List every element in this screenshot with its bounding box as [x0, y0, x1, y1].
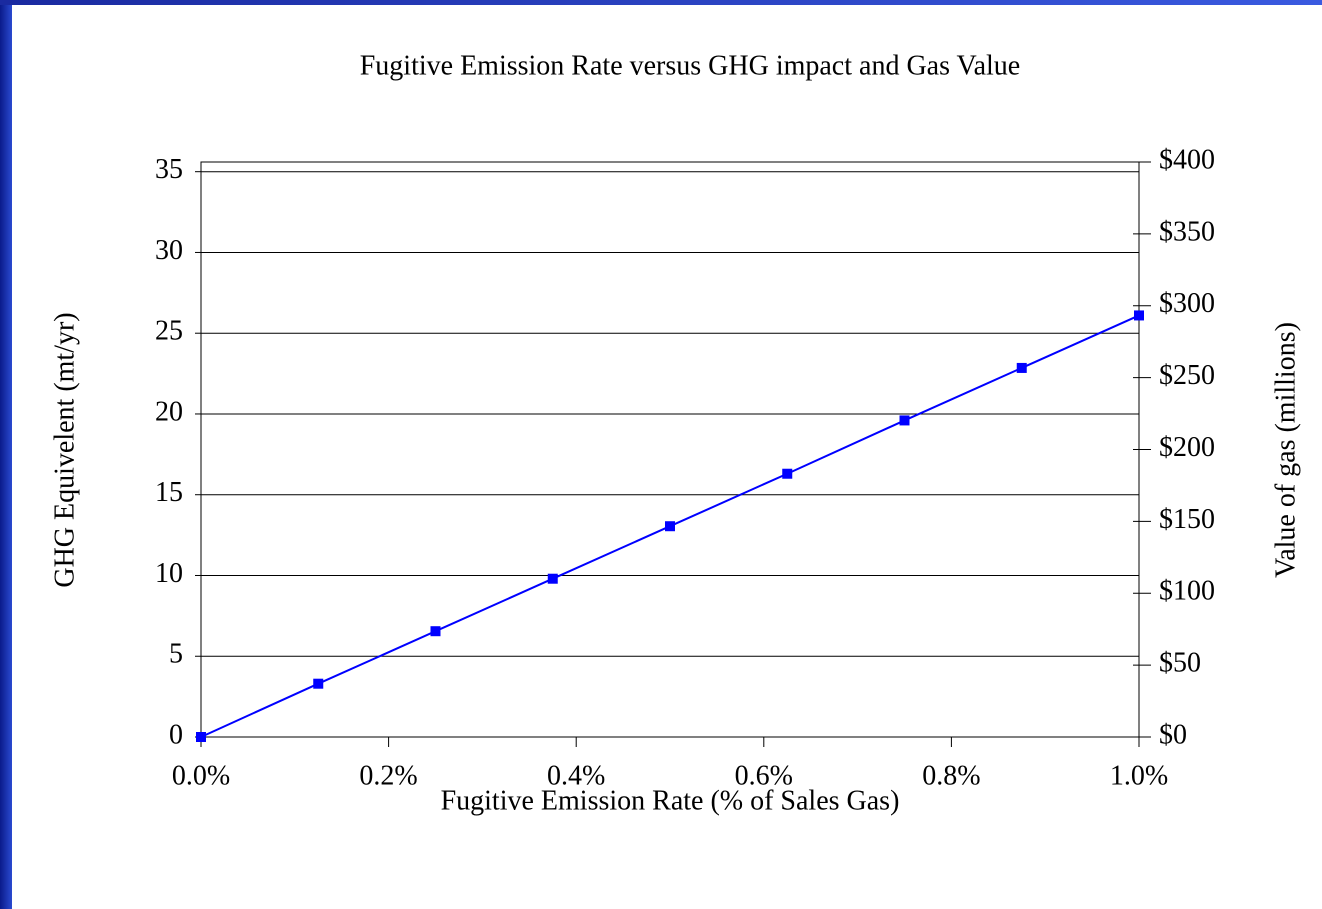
y2-tick-label: $300 — [1159, 288, 1215, 319]
point-marker — [782, 468, 793, 479]
point-marker — [313, 678, 324, 689]
y-tick-label: 10 — [155, 558, 183, 589]
x-axis-title: Fugitive Emission Rate (% of Sales Gas) — [441, 785, 900, 816]
y2-tick-label: $150 — [1159, 504, 1215, 535]
y2-tick-label: $400 — [1159, 144, 1215, 175]
y2-tick-label: $50 — [1159, 648, 1201, 679]
x-tick-label: 0.0% — [172, 760, 230, 791]
y-tick-label: 15 — [155, 477, 183, 508]
y2-axis-title: Value of gas (millions) — [1270, 322, 1301, 578]
y2-tick-label: $100 — [1159, 576, 1215, 607]
point-marker — [547, 573, 558, 584]
y-tick-label: 0 — [169, 719, 183, 750]
y2-tick-label: $350 — [1159, 216, 1215, 247]
x-tick-label: 0.8% — [922, 760, 980, 791]
point-marker — [899, 415, 910, 426]
point-marker — [430, 626, 441, 637]
chart-title: Fugitive Emission Rate versus GHG impact… — [360, 50, 1021, 81]
y-tick-label: 20 — [155, 396, 183, 427]
x-tick-label: 0.6% — [735, 760, 793, 791]
x-tick-label: 0.2% — [359, 760, 417, 791]
x-tick-label: 1.0% — [1110, 760, 1168, 791]
y-axis-title: GHG Equivelent (mt/yr) — [49, 312, 80, 587]
slide-border — [0, 0, 12, 909]
x-tick-label: 0.4% — [547, 760, 605, 791]
y-tick-label: 5 — [169, 639, 183, 670]
point-marker — [1016, 362, 1027, 373]
y2-tick-label: $200 — [1159, 432, 1215, 463]
y-tick-label: 25 — [155, 316, 183, 347]
point-marker — [196, 732, 206, 742]
y2-tick-label: $250 — [1159, 360, 1215, 391]
slide-border — [0, 0, 1322, 5]
y-tick-label: 35 — [155, 154, 183, 185]
y-tick-label: 30 — [155, 235, 183, 266]
y2-tick-label: $0 — [1159, 719, 1187, 750]
point-marker — [665, 521, 675, 532]
plot-frame — [200, 161, 1140, 738]
point-marker — [1134, 310, 1144, 321]
